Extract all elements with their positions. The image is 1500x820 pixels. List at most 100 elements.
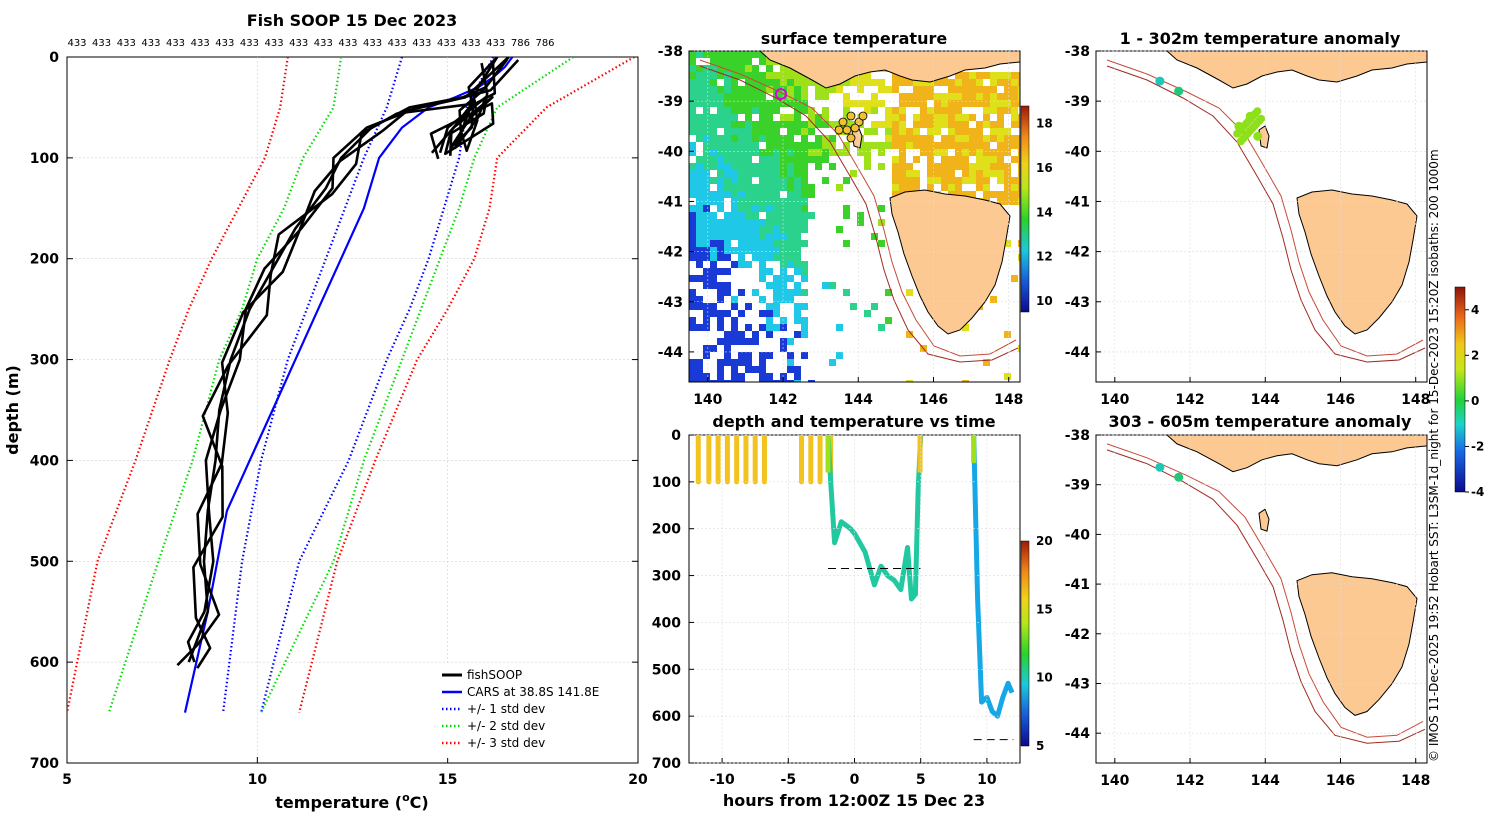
sst-cell — [983, 170, 990, 177]
sst-cell — [710, 191, 717, 198]
sst-cell — [759, 191, 766, 198]
sst-cell — [1018, 345, 1020, 352]
sst-cell — [724, 240, 731, 247]
sst-cell — [773, 226, 780, 233]
time-colorbar-label: 20 — [1036, 534, 1053, 548]
sst-cell — [941, 149, 948, 156]
profile-xlabel-main: temperature ( — [275, 793, 402, 812]
sst-cell — [787, 184, 794, 191]
sst-cell — [976, 156, 983, 163]
sst-cell — [787, 72, 794, 79]
sst-cell — [1011, 142, 1018, 149]
sst-cell — [731, 79, 738, 86]
sst-cell — [1011, 275, 1018, 282]
sst-cell — [689, 212, 696, 219]
sst-cell — [689, 51, 696, 58]
sst-cell — [955, 177, 962, 184]
sst-cell — [759, 163, 766, 170]
sst-cell — [710, 247, 717, 254]
sst-cell — [801, 198, 808, 205]
sst-cell — [766, 135, 773, 142]
sst-cell — [710, 219, 717, 226]
sst-cell — [1004, 373, 1011, 380]
sst-cell — [969, 93, 976, 100]
sst-cell — [794, 331, 801, 338]
time-dive-2 — [971, 435, 1015, 719]
sst-cell — [962, 128, 969, 135]
map-lat-label: -40 — [658, 144, 684, 160]
sst-cell — [829, 359, 836, 366]
map-lon-label: 146 — [1326, 392, 1355, 408]
sst-cell — [1018, 254, 1020, 261]
sst-cell — [745, 79, 752, 86]
sst-cell — [955, 72, 962, 79]
sst-cell — [969, 177, 976, 184]
sst-cell — [773, 310, 780, 317]
sst-cell — [738, 51, 745, 58]
sst-cell — [759, 219, 766, 226]
sst-cell — [738, 184, 745, 191]
sst-cell — [689, 254, 696, 261]
sst-cell — [766, 191, 773, 198]
sst-cell — [1011, 184, 1018, 191]
sst-cell — [1018, 86, 1020, 93]
sst-cell — [948, 107, 955, 114]
sst-cell — [731, 149, 738, 156]
sst-cell — [738, 359, 745, 366]
sst-land-victoria — [759, 51, 1020, 89]
sst-cell — [962, 163, 969, 170]
sst-cell — [822, 114, 829, 121]
profile-ytick-label: 0 — [49, 50, 59, 66]
sst-cell — [766, 128, 773, 135]
map-lon-label: 144 — [1251, 392, 1280, 408]
sst-cell — [710, 149, 717, 156]
sst-cell — [1018, 240, 1020, 247]
sst-cell — [745, 261, 752, 268]
sst-cell — [759, 261, 766, 268]
sst-cell — [745, 149, 752, 156]
profile-xlabel-end: C) — [410, 793, 429, 812]
sst-cell — [703, 142, 710, 149]
sst-cell — [997, 114, 1004, 121]
sst-cell — [766, 219, 773, 226]
profile-ytick-label: 600 — [30, 655, 59, 671]
sst-cell — [990, 191, 997, 198]
sst-cell — [780, 254, 787, 261]
sst-cell — [717, 317, 724, 324]
sst-cell — [843, 100, 850, 107]
sst-cell — [752, 121, 759, 128]
sst-cell — [927, 149, 934, 156]
profile-count-label: 433 — [412, 38, 431, 49]
anom2-map — [1106, 435, 1427, 744]
sst-cell — [724, 177, 731, 184]
sst-cell — [710, 142, 717, 149]
sst-cell — [934, 142, 941, 149]
sst-cell — [752, 198, 759, 205]
sst-cell — [815, 86, 822, 93]
sst-cell — [780, 93, 787, 100]
anom-isobath-200 — [1106, 59, 1424, 357]
sst-cell — [829, 135, 836, 142]
sst-cell — [689, 324, 696, 331]
anom-land-victoria — [1166, 51, 1427, 89]
sst-cell — [920, 93, 927, 100]
map-lon-label: 142 — [1175, 392, 1204, 408]
profile-count-label: 433 — [215, 38, 234, 49]
sst-cell — [766, 212, 773, 219]
sst-cell — [997, 93, 1004, 100]
sst-cell — [1011, 121, 1018, 128]
profile-series-fishsoop-repeat — [176, 59, 520, 667]
sst-cell — [969, 135, 976, 142]
profile-count-label: 433 — [363, 38, 382, 49]
sst-cell — [752, 331, 759, 338]
sst-cell — [997, 198, 1004, 205]
anomaly-colorbar-ticks: 4 2 0 -2 -4 — [1465, 303, 1484, 499]
sst-cell — [717, 233, 724, 240]
sst-cell — [724, 149, 731, 156]
map-lat-label: -38 — [1065, 44, 1090, 60]
sst-cell — [759, 100, 766, 107]
anomaly-colorbar-label: -2 — [1471, 439, 1484, 453]
sst-cell — [836, 324, 843, 331]
sst-cell — [976, 184, 983, 191]
sst-cell — [731, 303, 738, 310]
